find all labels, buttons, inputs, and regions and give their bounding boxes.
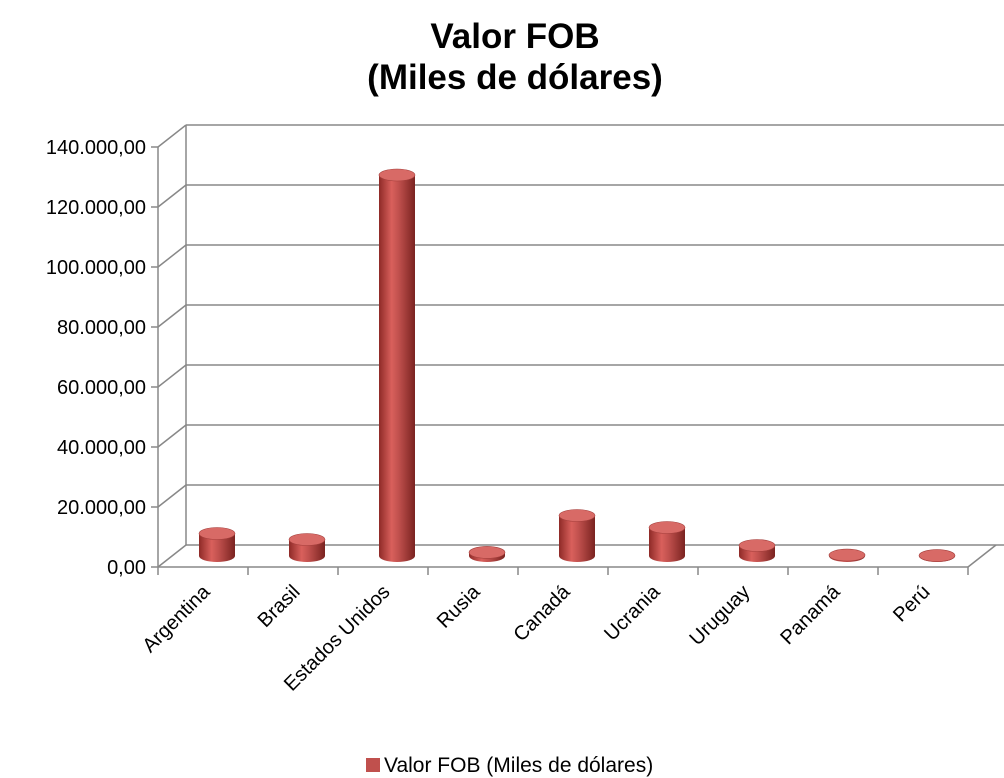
gridline-side [157, 184, 187, 208]
grid [157, 124, 1004, 568]
gridline-side [157, 424, 187, 448]
bar-body [289, 539, 325, 562]
bar-cap [468, 546, 506, 559]
chart-subtitle: (Miles de dólares) [367, 58, 663, 97]
bar-brasil [288, 533, 326, 562]
x-tick-label: Brasil [254, 581, 305, 632]
bar-cap [738, 539, 776, 552]
legend-label: Valor FOB (Miles de dólares) [384, 754, 653, 777]
bar-argentina [198, 527, 236, 562]
y-tick-label: 0,00 [107, 557, 146, 579]
bar-cap [648, 521, 686, 534]
bar-perú [918, 549, 956, 562]
x-tick-label: Panamá [776, 580, 845, 649]
bar-cap [288, 533, 326, 546]
bar-body [199, 533, 235, 562]
bar-body [649, 527, 685, 562]
y-tick-label: 60.000,00 [57, 377, 146, 399]
gridline-side [157, 244, 187, 268]
y-tick-label: 20.000,00 [57, 497, 146, 519]
legend: Valor FOB (Miles de dólares) [366, 754, 653, 777]
bar-body [379, 175, 415, 562]
bar-body [559, 515, 595, 562]
bar-panamá [828, 548, 866, 562]
y-tick-label: 100.000,00 [46, 257, 146, 279]
legend-swatch [366, 758, 380, 772]
y-tick-label: 120.000,00 [46, 197, 146, 219]
gridline-side [157, 304, 187, 328]
bar-cap [918, 549, 956, 562]
y-tick-label: 80.000,00 [57, 317, 146, 339]
bar-cap [198, 527, 236, 540]
x-tick-label: Ucrania [600, 580, 665, 645]
gridline-side [157, 544, 187, 568]
x-tick-label: Canadá [509, 580, 575, 646]
y-axis-ticks: 0,00 20.000,00 40.000,00 60.000,00 80.000,00… [46, 137, 969, 579]
gridline-side [157, 124, 187, 148]
bar-estados-unidos [378, 168, 416, 562]
bar-cap [378, 168, 416, 182]
x-tick-label: Rusia [433, 580, 485, 632]
y-tick-label: 140.000,00 [46, 137, 146, 159]
bar-cap [558, 509, 596, 522]
bar-rusia [468, 546, 506, 562]
bar-ucrania [648, 521, 686, 562]
gridline-side [157, 364, 187, 388]
y-tick-label: 40.000,00 [57, 437, 146, 459]
bar-uruguay [738, 539, 776, 562]
bars [198, 168, 956, 562]
bar-canadá [558, 509, 596, 562]
gridline-side [157, 484, 187, 508]
x-tick-label: Uruguay [686, 581, 755, 650]
chart-title: Valor FOB [430, 17, 599, 56]
bar-cap [828, 548, 866, 562]
x-tick-label: Argentina [138, 580, 215, 657]
x-tick-label: Perú [889, 581, 934, 626]
floor-right-edge [967, 544, 997, 568]
